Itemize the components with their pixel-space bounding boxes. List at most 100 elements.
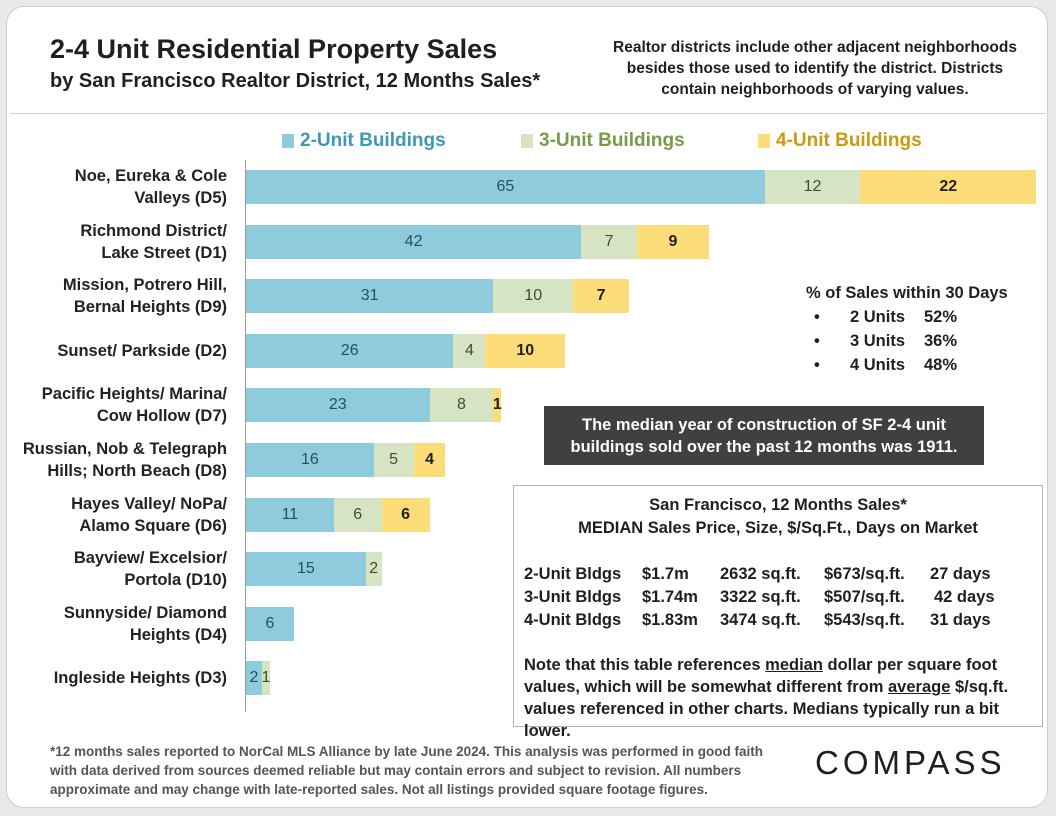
bar-4-unit: 6 xyxy=(381,497,430,532)
median-price: $1.83m xyxy=(642,611,698,629)
footnote-line: with data derived from sources deemed re… xyxy=(50,763,742,778)
bar-value-label: 23 xyxy=(328,396,347,414)
category-label-line: Heights (D4) xyxy=(129,625,227,644)
bar-value-label: 1 xyxy=(492,396,502,414)
legend-swatch-2-unit xyxy=(282,134,294,148)
bar-4-unit: 4 xyxy=(413,443,446,477)
category-label-line: Pacific Heights/ Marina/ xyxy=(41,385,227,404)
bar-3-unit: 4 xyxy=(453,333,486,368)
category-label-line: Mission, Potrero Hill, xyxy=(62,276,227,295)
median-note: Note that this table references median d… xyxy=(524,654,1039,742)
category-label-line: Richmond District/ xyxy=(80,221,227,240)
median-table-title: San Francisco, 12 Months Sales* xyxy=(649,496,907,514)
category-label: Sunnyside/ Diamond Heights (D4) xyxy=(64,602,227,646)
bar-value-label: 6 xyxy=(353,505,363,523)
bar-3-unit: 8 xyxy=(429,388,494,423)
legend-item-2-unit: 2-Unit Buildings xyxy=(282,130,446,152)
bar-value-label: 5 xyxy=(389,451,399,468)
bar-value-label: 42 xyxy=(404,232,423,250)
pct-value: 36% xyxy=(924,332,958,350)
category-label: Richmond District/Lake Street (D1) xyxy=(80,220,227,264)
category-label: Sunset/ Parkside (D2) xyxy=(57,340,227,362)
category-label: Hayes Valley/ NoPa/Alamo Square (D6) xyxy=(71,493,227,537)
bar-value-label: 8 xyxy=(456,396,466,414)
bar-4-unit: 7 xyxy=(573,279,629,314)
legend-item-4-unit: 4-Unit Buildings xyxy=(758,130,922,152)
compass-logo: COMPASS xyxy=(815,744,1006,781)
bar-value-label: 1 xyxy=(261,669,271,687)
bar-4-unit: 10 xyxy=(485,333,566,368)
bar-3-unit: 7 xyxy=(581,224,637,259)
category-label-line: Bernal Heights (D9) xyxy=(73,298,227,317)
bar-value-label: 10 xyxy=(516,341,535,359)
district-note-line: besides those used to identify the distr… xyxy=(626,60,1004,77)
bullet: • xyxy=(814,308,820,326)
median-stats-table: San Francisco, 12 Months Sales* MEDIAN S… xyxy=(513,485,1043,740)
median-price: $1.7m xyxy=(642,565,689,583)
category-label-line: Ingleside Heights (D3) xyxy=(53,669,227,688)
category-label-line: Sunset/ Parkside (D2) xyxy=(57,341,227,360)
bar-2-unit: 16 xyxy=(246,443,374,477)
bar-value-label: 10 xyxy=(524,287,543,305)
bar-4-unit: 1 xyxy=(492,388,502,423)
category-label-line: Valleys (D5) xyxy=(134,189,227,207)
bullet: • xyxy=(814,356,820,374)
median-size: 2632 sq.ft. xyxy=(720,565,801,583)
bar-3-unit: 2 xyxy=(365,552,382,587)
bar-2-unit: 31 xyxy=(246,279,494,314)
bar-3-unit: 1 xyxy=(261,661,271,696)
median-table-subtitle: MEDIAN Sales Price, Size, $/Sq.Ft., Days… xyxy=(578,519,978,537)
category-label: Noe, Eureka & Cole Valleys (D5) xyxy=(75,165,227,209)
bar-value-label: 26 xyxy=(340,341,359,359)
median-ppsf: $673/sq.ft. xyxy=(824,565,905,583)
pct-title: % of Sales within 30 Days xyxy=(806,284,1008,302)
bar-3-unit: 12 xyxy=(764,170,861,204)
pct-units-label: 4 Units xyxy=(850,356,906,374)
bldg-type: 3-Unit Bldgs xyxy=(524,588,622,606)
header-divider xyxy=(10,113,1046,114)
pct-within-30-days: % of Sales within 30 Days • 2 Units 52% … xyxy=(806,281,1026,377)
category-label-line: Alamo Square (D6) xyxy=(79,516,227,535)
bar-3-unit: 6 xyxy=(333,497,382,532)
pct-units-label: 3 Units xyxy=(850,332,906,350)
bar-2-unit: 42 xyxy=(246,224,582,259)
chart-title: 2-4 Unit Residential Property Sales xyxy=(50,34,498,64)
legend-label-3-unit: 3-Unit Buildings xyxy=(539,130,685,151)
median-note-emphasis: median xyxy=(765,656,823,674)
bar-2-unit: 15 xyxy=(246,552,366,587)
category-label-line: Hayes Valley/ NoPa/ xyxy=(71,494,227,513)
median-note-text: dollar per square foot values, which wil… xyxy=(524,656,998,696)
median-note-text: Note that this table references xyxy=(524,656,766,674)
bar-value-label: 31 xyxy=(360,287,379,305)
bar-value-label: 11 xyxy=(281,505,299,523)
legend-label-2-unit: 2-Unit Buildings xyxy=(300,130,446,151)
median-price: $1.74m xyxy=(642,588,698,606)
bar-value-label: 4 xyxy=(464,341,474,359)
category-label-line: Bayview/ Excelsior/ xyxy=(73,549,227,568)
footnote: *12 months sales reported to NorCal MLS … xyxy=(50,742,800,799)
median-dom: 31 days xyxy=(930,611,991,629)
bar-2-unit: 2 xyxy=(246,661,262,696)
pct-row: • 4 Units 48% xyxy=(806,353,1026,377)
category-axis-line xyxy=(245,160,246,712)
bar-value-label: 16 xyxy=(300,451,319,468)
legend-swatch-3-unit xyxy=(521,134,533,148)
legend-label-4-unit: 4-Unit Buildings xyxy=(776,130,922,151)
category-label: Bayview/ Excelsior/Portola (D10) xyxy=(74,547,227,591)
median-dom: 27 days xyxy=(930,565,991,583)
district-note-line: contain neighborhoods of varying values. xyxy=(661,81,969,98)
category-label-line: Noe, Eureka & Cole xyxy=(74,167,227,185)
pct-row: • 3 Units 36% xyxy=(806,329,1026,353)
construction-year-callout: The median year of construction of SF 2-… xyxy=(544,406,984,465)
bldg-type: 2-Unit Bldgs xyxy=(524,565,622,583)
footnote-line: approximate and may change with late-rep… xyxy=(50,782,708,797)
callout-line: buildings sold over the past 12 months w… xyxy=(570,437,958,456)
bar-value-label: 15 xyxy=(296,560,315,578)
bar-3-unit: 5 xyxy=(373,443,414,477)
median-size: 3474 sq.ft. xyxy=(720,611,801,629)
bar-value-label: 6 xyxy=(265,614,275,632)
median-dom: 42 days xyxy=(934,588,995,606)
median-ppsf: $543/sq.ft. xyxy=(824,611,905,629)
category-label-line: Hills; North Beach (D8) xyxy=(47,462,227,480)
bar-value-label: 7 xyxy=(596,287,606,305)
